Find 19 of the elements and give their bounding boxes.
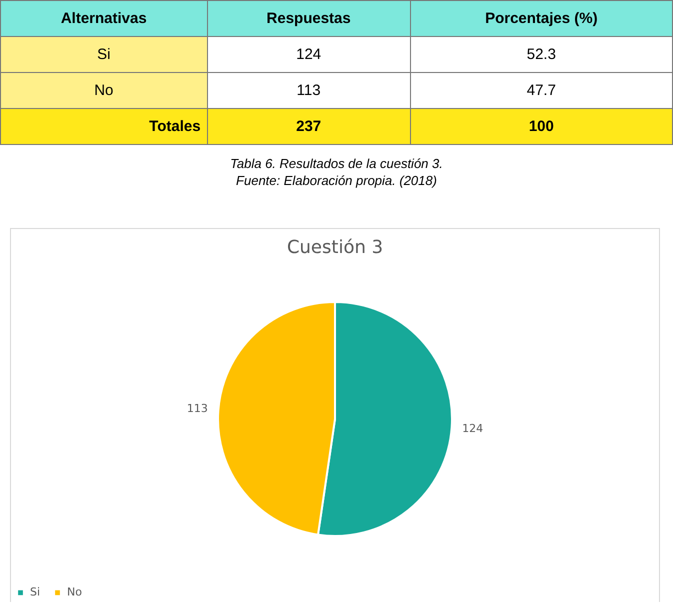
data-label: 113 xyxy=(186,402,208,415)
text: Respuestas xyxy=(207,0,410,36)
text: Si xyxy=(0,36,208,72)
chart-title: Cuestión 3 xyxy=(286,237,384,258)
text: Tabla 6. Resultados de la cuestión 3. xyxy=(229,155,444,172)
legend-label: Si xyxy=(30,586,40,599)
text: 237 xyxy=(207,108,410,144)
text: 47.7 xyxy=(410,72,672,108)
source-note: Fuente: Elaboración propia. (2018) xyxy=(235,172,438,189)
text: No xyxy=(0,72,208,108)
legend-label: No xyxy=(67,586,82,599)
text: 100 xyxy=(410,108,672,144)
data-label: 124 xyxy=(462,422,484,436)
text: Porcentajes (%) xyxy=(410,0,672,36)
text: 52.3 xyxy=(410,36,672,72)
text: Totales xyxy=(0,108,208,144)
text: Alternativas xyxy=(0,0,208,36)
text: 113 xyxy=(207,72,410,108)
text: 124 xyxy=(207,36,410,72)
